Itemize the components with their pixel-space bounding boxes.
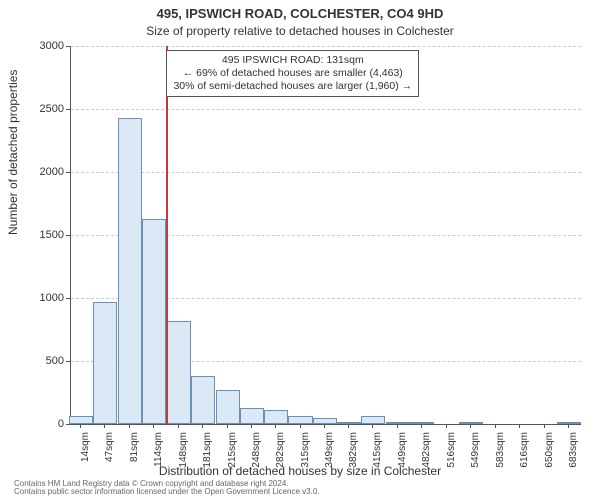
xtick-label: 549sqm bbox=[470, 432, 481, 472]
histogram-bar bbox=[288, 416, 312, 424]
annotation-box: 495 IPSWICH ROAD: 131sqm← 69% of detache… bbox=[166, 50, 419, 97]
xtick-mark bbox=[421, 424, 422, 428]
y-axis-label: Number of detached properties bbox=[6, 70, 20, 235]
histogram-bar bbox=[118, 118, 142, 424]
histogram-bar bbox=[410, 422, 434, 424]
xtick-label: 415sqm bbox=[372, 432, 383, 472]
histogram-bar bbox=[191, 376, 215, 424]
ytick-mark bbox=[66, 361, 70, 362]
xtick-label: 349sqm bbox=[324, 432, 335, 472]
xtick-mark bbox=[372, 424, 373, 428]
chart-title: 495, IPSWICH ROAD, COLCHESTER, CO4 9HD bbox=[0, 6, 600, 21]
plot-area: 495 IPSWICH ROAD: 131sqm← 69% of detache… bbox=[70, 46, 581, 425]
histogram-bar bbox=[142, 219, 166, 424]
xtick-label: 148sqm bbox=[178, 432, 189, 472]
xtick-mark bbox=[519, 424, 520, 428]
xtick-label: 248sqm bbox=[251, 432, 262, 472]
ytick-mark bbox=[66, 46, 70, 47]
xtick-mark bbox=[251, 424, 252, 428]
ytick-label: 0 bbox=[24, 418, 64, 430]
xtick-mark bbox=[348, 424, 349, 428]
xtick-label: 181sqm bbox=[202, 432, 213, 472]
xtick-mark bbox=[202, 424, 203, 428]
xtick-mark bbox=[80, 424, 81, 428]
xtick-mark bbox=[568, 424, 569, 428]
ytick-label: 500 bbox=[24, 355, 64, 367]
figure: 495, IPSWICH ROAD, COLCHESTER, CO4 9HD S… bbox=[0, 0, 600, 500]
histogram-bar bbox=[216, 390, 240, 424]
xtick-mark bbox=[227, 424, 228, 428]
gridline bbox=[71, 172, 581, 173]
xtick-label: 114sqm bbox=[153, 432, 164, 472]
xtick-mark bbox=[129, 424, 130, 428]
xtick-label: 516sqm bbox=[446, 432, 457, 472]
xtick-label: 81sqm bbox=[129, 432, 140, 472]
ytick-mark bbox=[66, 172, 70, 173]
histogram-bar bbox=[69, 416, 93, 424]
ytick-label: 2500 bbox=[24, 103, 64, 115]
histogram-bar bbox=[167, 321, 191, 424]
histogram-bar bbox=[93, 302, 117, 424]
ytick-label: 3000 bbox=[24, 40, 64, 52]
histogram-bar bbox=[264, 410, 288, 424]
xtick-label: 449sqm bbox=[397, 432, 408, 472]
xtick-mark bbox=[446, 424, 447, 428]
ytick-mark bbox=[66, 298, 70, 299]
xtick-mark bbox=[324, 424, 325, 428]
xtick-label: 215sqm bbox=[227, 432, 238, 472]
xtick-mark bbox=[495, 424, 496, 428]
histogram-bar bbox=[313, 418, 337, 424]
xtick-label: 47sqm bbox=[104, 432, 115, 472]
xtick-label: 650sqm bbox=[544, 432, 555, 472]
xtick-label: 382sqm bbox=[348, 432, 359, 472]
xtick-mark bbox=[544, 424, 545, 428]
xtick-label: 482sqm bbox=[421, 432, 432, 472]
histogram-bar bbox=[361, 416, 385, 424]
xtick-mark bbox=[397, 424, 398, 428]
xtick-mark bbox=[275, 424, 276, 428]
xtick-mark bbox=[300, 424, 301, 428]
xtick-label: 282sqm bbox=[275, 432, 286, 472]
histogram-bar bbox=[240, 408, 264, 424]
xtick-label: 583sqm bbox=[495, 432, 506, 472]
chart-subtitle: Size of property relative to detached ho… bbox=[0, 24, 600, 38]
annotation-line: ← 69% of detached houses are smaller (4,… bbox=[173, 67, 412, 80]
xtick-mark bbox=[153, 424, 154, 428]
xtick-label: 616sqm bbox=[519, 432, 530, 472]
ytick-label: 1500 bbox=[24, 229, 64, 241]
footer-attribution: Contains HM Land Registry data © Crown c… bbox=[14, 480, 320, 496]
footer-line: Contains public sector information licen… bbox=[14, 488, 320, 496]
xtick-label: 315sqm bbox=[300, 432, 311, 472]
ytick-mark bbox=[66, 424, 70, 425]
annotation-line: 30% of semi-detached houses are larger (… bbox=[173, 80, 412, 93]
ytick-label: 2000 bbox=[24, 166, 64, 178]
xtick-mark bbox=[470, 424, 471, 428]
xtick-mark bbox=[178, 424, 179, 428]
xtick-label: 14sqm bbox=[80, 432, 91, 472]
ytick-mark bbox=[66, 235, 70, 236]
xtick-label: 683sqm bbox=[568, 432, 579, 472]
gridline bbox=[71, 46, 581, 47]
gridline bbox=[71, 109, 581, 110]
reference-line bbox=[166, 46, 168, 424]
ytick-label: 1000 bbox=[24, 292, 64, 304]
xtick-mark bbox=[104, 424, 105, 428]
ytick-mark bbox=[66, 109, 70, 110]
annotation-line: 495 IPSWICH ROAD: 131sqm bbox=[173, 54, 412, 67]
